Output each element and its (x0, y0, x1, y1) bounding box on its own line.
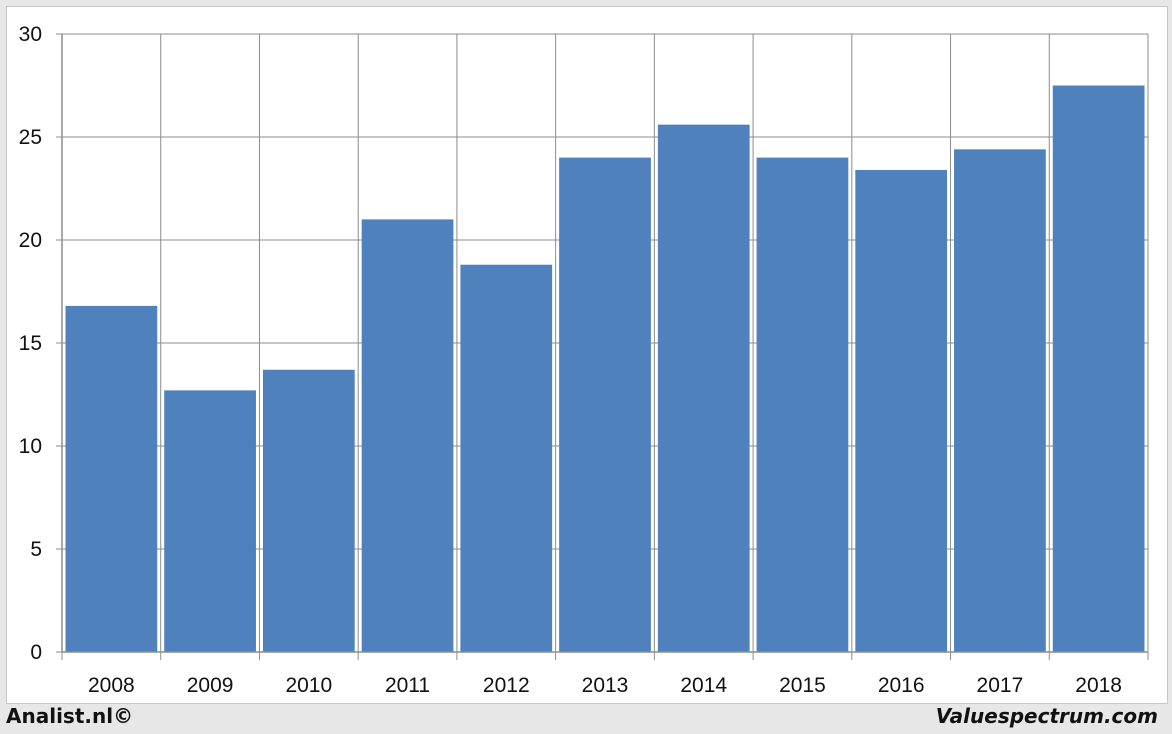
y-tick-label: 25 (19, 126, 42, 149)
x-tick-labels: 2008 2009 2010 2011 2012 2013 2014 2015 2016 2017… (88, 674, 1122, 697)
x-tick-label: 2008 (88, 674, 135, 697)
analist-credit: Analist.nl© (6, 704, 134, 728)
bar-2015 (756, 157, 849, 652)
x-tick-label: 2014 (680, 674, 727, 697)
y-tick-label: 5 (30, 538, 42, 561)
bar-2018 (1052, 85, 1145, 652)
x-tick-label: 2017 (977, 674, 1024, 697)
x-tick-label: 2009 (187, 674, 234, 697)
y-tick-label: 0 (30, 641, 42, 664)
y-tick-label: 10 (19, 435, 42, 458)
bar-2011 (361, 219, 454, 652)
bar-2012 (460, 264, 553, 652)
bar-2014 (657, 124, 750, 652)
x-tick-label: 2016 (878, 674, 925, 697)
bar-2016 (855, 169, 948, 652)
bar-2008 (65, 305, 158, 652)
x-tick-label: 2013 (582, 674, 629, 697)
y-tick-labels: 0 5 10 15 20 25 30 (19, 23, 42, 664)
x-tick-label: 2010 (285, 674, 332, 697)
y-tick-label: 20 (19, 229, 42, 252)
y-tick-label: 15 (19, 332, 42, 355)
valuespectrum-credit: Valuespectrum.com (935, 704, 1158, 728)
bar-2017 (954, 149, 1046, 653)
x-tick-label: 2012 (483, 674, 530, 697)
x-tick-label: 2015 (779, 674, 826, 697)
x-tick-label: 2011 (385, 674, 430, 697)
x-tick-label: 2018 (1075, 674, 1122, 697)
y-tick-label: 30 (19, 23, 42, 46)
bar-2013 (559, 157, 651, 652)
bars (65, 85, 1145, 653)
bar-2009 (164, 390, 256, 652)
bar-2010 (262, 369, 355, 652)
axes (56, 33, 1149, 660)
